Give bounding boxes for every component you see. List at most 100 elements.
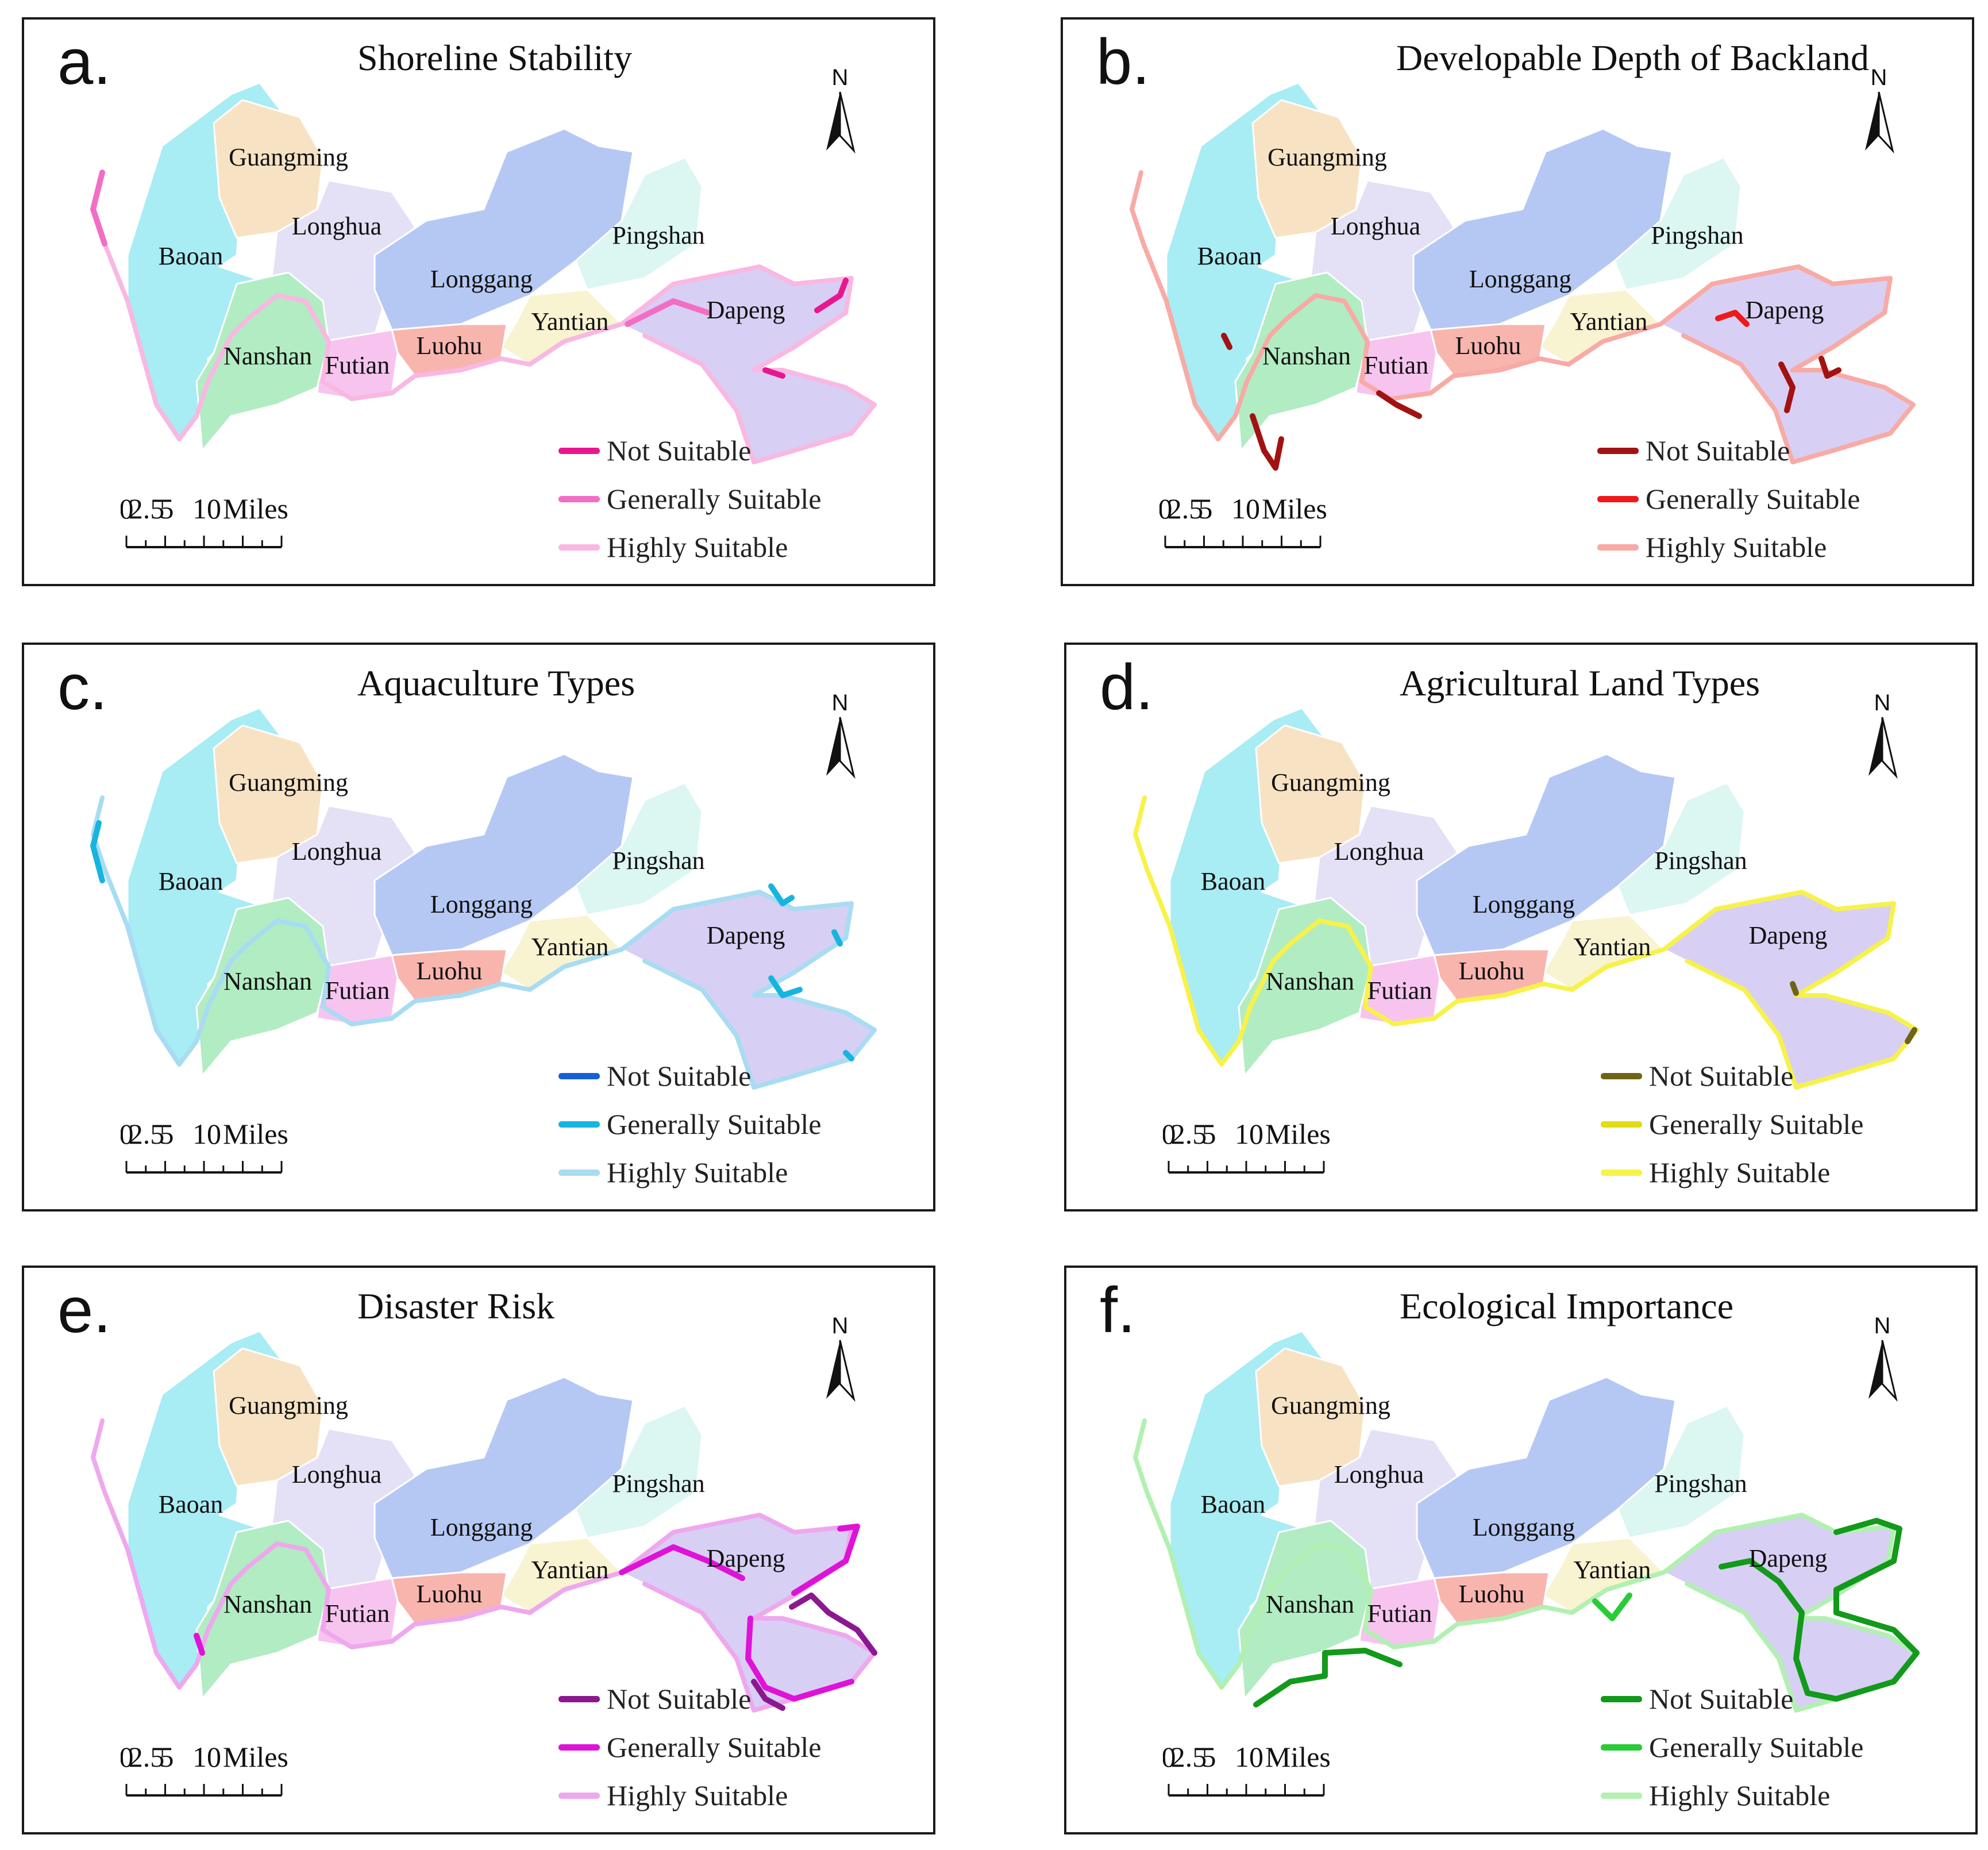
coast-generally-suitable (768, 975, 803, 998)
legend-label: Not Suitable (1646, 434, 1790, 467)
district-label-luohu: Luohu (1459, 1580, 1525, 1608)
scale-tick-label: 0 (121, 1741, 134, 1773)
district-label-luohu: Luohu (417, 332, 483, 360)
legend-swatch (1601, 1695, 1642, 1702)
district-label-pingshan: Pingshan (1651, 221, 1743, 249)
scale-tick-label: 0 (121, 493, 134, 525)
coast-generally-suitable (90, 170, 107, 247)
scale-tick-label: 5 (1202, 1741, 1216, 1773)
scale-tick-label: 5 (160, 1118, 174, 1150)
legend-item: Not Suitable (1601, 1675, 1968, 1723)
coast-highly-suitable (1133, 795, 1919, 1090)
district-label-baoan: Baoan (159, 1490, 223, 1518)
district-label-baoan: Baoan (1201, 867, 1265, 895)
coast-generally-suitable (843, 1050, 854, 1061)
legend: Not Suitable Generally Suitable Highly Sui… (1601, 1675, 1968, 1820)
scale-tick-label: 2.5 (1168, 493, 1204, 525)
north-arrow-icon: N (1868, 1313, 1898, 1402)
district-label-longhua: Longhua (292, 1460, 382, 1489)
coast-generally-suitable (831, 929, 843, 947)
legend-label: Generally Suitable (1649, 1108, 1864, 1140)
district-nanshan (1238, 897, 1372, 1077)
district-label-baoan: Baoan (1201, 1490, 1265, 1518)
scale-tick-label: 2.5 (1171, 1741, 1207, 1773)
scale-tick-label: 2.5 (129, 1118, 165, 1150)
legend-item: Highly Suitable (558, 523, 926, 571)
coast-generally-suitable (619, 1544, 745, 1581)
scale-bar: 02.55 10 Miles (1163, 1118, 1331, 1174)
district-label-nanshan: Nanshan (1262, 342, 1351, 370)
legend-swatch (558, 1792, 600, 1799)
scale-tick-label: 0 (1163, 1741, 1176, 1773)
coast-highly-suitable (91, 795, 877, 1090)
district-label-pingshan: Pingshan (1654, 1470, 1747, 1498)
district-label-futian: Futian (325, 1599, 390, 1628)
coast-not-suitable (1719, 1518, 1920, 1702)
district-label-longhua: Longhua (1334, 837, 1424, 866)
legend-swatch (558, 1744, 600, 1751)
legend-item: Highly Suitable (558, 1771, 926, 1820)
north-label: N (1874, 690, 1891, 716)
district-map: Guangming Baoan Longhua Longgang Pingshan Dap… (1130, 82, 1916, 471)
district-label-guangming: Guangming (229, 143, 348, 171)
district-label-baoan: Baoan (1197, 242, 1262, 270)
coast-not-suitable (1221, 333, 1232, 350)
legend-swatch (558, 1695, 600, 1702)
coast-not-suitable (1819, 356, 1841, 379)
panel-title: Agricultural Land Types (1400, 663, 1760, 703)
district-label-guangming: Guangming (229, 768, 348, 797)
district-label-guangming: Guangming (1267, 143, 1387, 171)
district-label-pingshan: Pingshan (612, 847, 704, 875)
district-label-dapeng: Dapeng (1749, 921, 1828, 949)
legend-swatch (558, 544, 600, 551)
legend-item: Generally Suitable (558, 1100, 926, 1148)
legend-label: Generally Suitable (607, 1731, 822, 1763)
legend-item: Highly Suitable (1601, 1771, 1968, 1820)
district-label-longgang: Longgang (430, 890, 533, 918)
district-label-longgang: Longgang (430, 265, 533, 293)
legend-swatch (1601, 1169, 1642, 1176)
district-label-dapeng: Dapeng (707, 921, 785, 949)
scale-tick-label: 2.5 (1171, 1118, 1207, 1150)
district-label-longhua: Longhua (1331, 212, 1420, 240)
district-label-guangming: Guangming (1271, 1391, 1390, 1420)
legend-label: Highly Suitable (1649, 1779, 1831, 1811)
district-label-nanshan: Nanshan (1266, 967, 1354, 995)
panel-letter: c. (57, 651, 108, 723)
district-label-dapeng: Dapeng (707, 1544, 785, 1572)
legend-item: Not Suitable (1597, 426, 1965, 475)
legend-swatch (558, 447, 600, 454)
legend-label: Generally Suitable (1646, 483, 1860, 515)
coast-highly-suitable (91, 170, 877, 464)
panel-letter: d. (1100, 651, 1154, 723)
north-arrow-icon: N (1868, 690, 1898, 779)
legend-label: Not Suitable (1649, 1060, 1794, 1092)
panel-title: Shoreline Stability (357, 37, 633, 78)
district-label-luohu: Luohu (1459, 957, 1525, 985)
legend-label: Generally Suitable (1649, 1731, 1864, 1763)
panel-letter: e. (57, 1274, 111, 1346)
district-map: Guangming Baoan Longhua Longgang Pingshan Dap… (91, 1330, 877, 1713)
north-label: N (832, 65, 849, 90)
district-label-yantian: Yantian (531, 1556, 609, 1584)
scale-tick-label: 10 (1231, 493, 1260, 525)
scale-tick-label: 10 (192, 1118, 221, 1150)
scale-tick-label: 10 (1235, 1741, 1263, 1773)
district-pingshan (1613, 156, 1742, 291)
legend-label: Not Suitable (607, 1060, 752, 1092)
coast-generally-suitable (745, 1616, 854, 1702)
legend-swatch (558, 1072, 600, 1079)
coast-not-suitable (814, 278, 849, 313)
scale-tick-label: 0 (121, 1118, 134, 1150)
district-label-luohu: Luohu (417, 1580, 483, 1608)
scale-unit: Miles (1265, 1118, 1331, 1150)
coast-generally-suitable (1592, 1593, 1632, 1621)
panel-letter: f. (1100, 1274, 1136, 1346)
district-map: Guangming Baoan Longhua Longgang Pingshan Dap… (90, 707, 877, 1090)
panel-letter: b. (1096, 26, 1150, 98)
panel-title: Developable Depth of Backland (1396, 37, 1869, 78)
scale-tick-label: 5 (160, 1741, 174, 1773)
legend-swatch (1601, 1792, 1642, 1799)
district-label-longhua: Longhua (292, 212, 382, 240)
district-label-futian: Futian (325, 351, 390, 379)
